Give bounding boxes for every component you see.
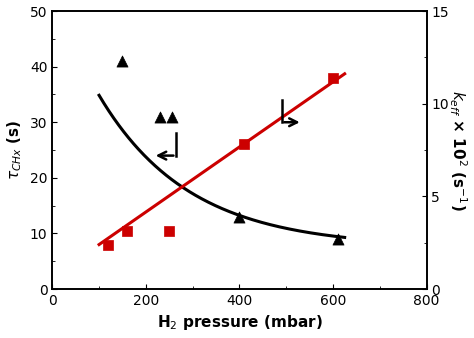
Y-axis label: $\tau_{CHx}$ (s): $\tau_{CHx}$ (s) bbox=[6, 120, 24, 180]
Point bbox=[240, 142, 248, 147]
Point bbox=[105, 242, 112, 247]
Point bbox=[156, 114, 164, 119]
Point bbox=[329, 75, 337, 80]
Point bbox=[123, 228, 131, 233]
Y-axis label: $k_{eff}$ × 10$^2$ (s$^{-1}$): $k_{eff}$ × 10$^2$ (s$^{-1}$) bbox=[447, 90, 468, 210]
Point bbox=[236, 214, 243, 219]
Point bbox=[118, 58, 126, 64]
Point bbox=[165, 228, 173, 233]
Point bbox=[334, 236, 341, 242]
Point bbox=[168, 114, 175, 119]
X-axis label: H$_2$ pressure (mbar): H$_2$ pressure (mbar) bbox=[156, 313, 322, 333]
